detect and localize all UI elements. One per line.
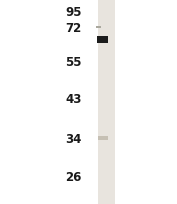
- Bar: [98, 0, 115, 204]
- Text: 72: 72: [66, 21, 82, 34]
- Text: 34: 34: [66, 133, 82, 146]
- Text: 95: 95: [65, 6, 82, 18]
- Bar: [98, 36, 109, 43]
- Bar: [98, 136, 108, 140]
- Text: 43: 43: [66, 93, 82, 106]
- Text: 55: 55: [65, 55, 82, 68]
- Text: 26: 26: [66, 171, 82, 184]
- Bar: [96, 27, 101, 29]
